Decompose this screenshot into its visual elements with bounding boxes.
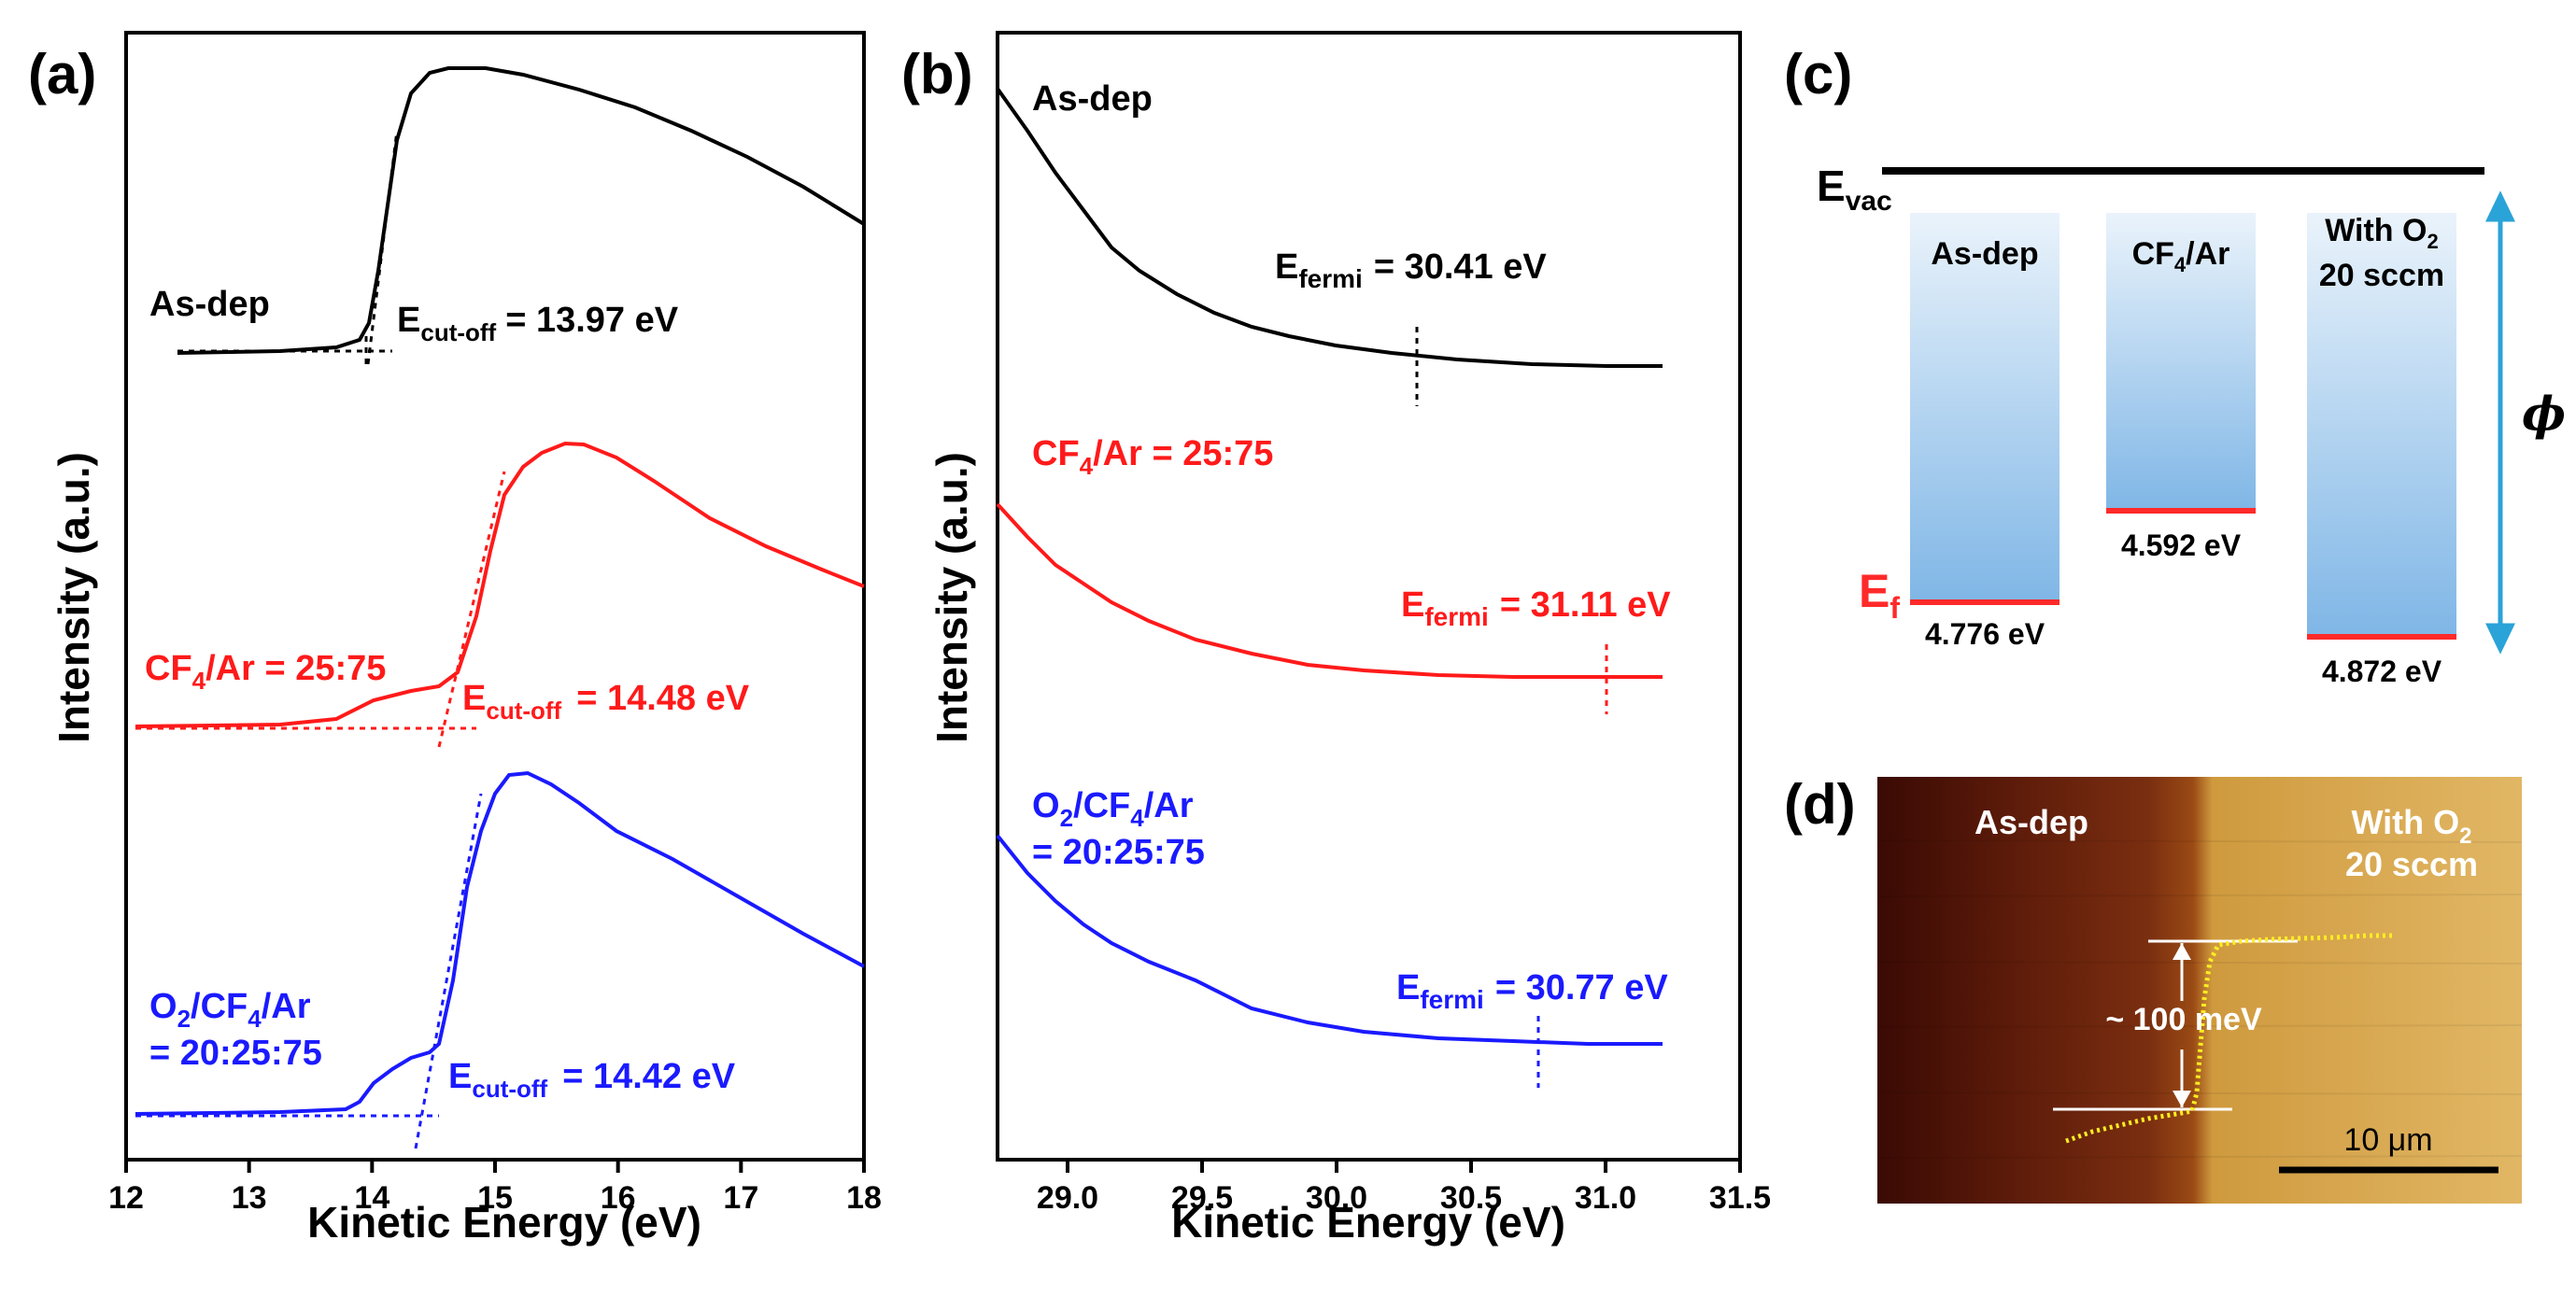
panel-b-label-asdep: As-dep — [1032, 79, 1153, 119]
panel-c-bar-cf4 — [2106, 213, 2256, 512]
panel-b-label-o2-line1: O2/CF4/Ar — [1032, 786, 1194, 832]
panel-b-fermi-asdep: Efermi = 30.41 eV — [1275, 247, 1547, 293]
panel-c-letter: (c) — [1784, 43, 1852, 106]
panel-d-right-label-line1: With O2 — [2351, 803, 2471, 849]
panel-b-curve-o2 — [996, 834, 1663, 1046]
panel-a-curve-cf4 — [134, 441, 865, 728]
panel-a-tick-label: 15 — [477, 1180, 513, 1216]
panel-d-letter: (d) — [1784, 773, 1856, 836]
panel-d-profile — [2065, 933, 2396, 1144]
panel-a-tick-label: 16 — [601, 1180, 636, 1216]
panel-d-afm-image — [1877, 777, 2522, 1204]
panel-b-tick-label: 30.5 — [1440, 1180, 1502, 1216]
panel-d-texture — [1876, 839, 2523, 1159]
panel-b-xticks: 29.0 29.5 30.0 30.5 31.0 31.5 — [1037, 1160, 1771, 1216]
panel-a-tick-label: 14 — [354, 1180, 389, 1216]
panel-a-cutoff-asdep: Ecut-off = 13.97 eV — [397, 301, 679, 346]
panel-a-cutoff-o2: Ecut-off = 14.42 eV — [448, 1057, 736, 1103]
panel-c-label-o2-line2: 20 sccm — [2319, 258, 2444, 293]
panel-b-label-o2-line2: = 20:25:75 — [1032, 833, 1205, 872]
panel-a-tick-label: 18 — [846, 1180, 882, 1216]
panel-c-value-o2: 4.872 eV — [2322, 655, 2442, 688]
panel-a-tick-label: 17 — [723, 1180, 758, 1216]
panel-b-tick-label: 29.5 — [1171, 1180, 1233, 1216]
panel-b-guides — [1415, 327, 1608, 1088]
panel-c-bar-o2 — [2307, 213, 2456, 638]
panel-c-evac-label: Evac — [1817, 162, 1892, 217]
panel-b-curve-asdep — [996, 87, 1663, 368]
panel-b-fermi-o2: Efermi = 30.77 eV — [1396, 968, 1668, 1014]
panel-a-xlabel: Kinetic Energy (eV) — [307, 1198, 701, 1247]
panel-a-xticks: 12 13 14 15 16 17 18 — [108, 1160, 882, 1216]
panel-a-letter: (a) — [28, 43, 96, 106]
panel-a-ylabel: Intensity (a.u.) — [50, 452, 98, 743]
panel-a-tick-label: 13 — [232, 1180, 267, 1216]
panel-c-ef-label: Ef — [1859, 565, 1900, 625]
panel-b-frame — [996, 31, 1742, 1162]
panel-a-guides — [135, 130, 506, 1149]
panel-b-ylabel: Intensity (a.u.) — [927, 452, 976, 743]
panel-d-right-label-line2: 20 sccm — [2345, 845, 2478, 883]
panel-c-phi-arrow — [2485, 190, 2515, 655]
panel-b-tick-label: 29.0 — [1037, 1180, 1098, 1216]
panel-b-label-cf4: CF4/Ar = 25:75 — [1032, 434, 1273, 480]
panel-b-xlabel: Kinetic Energy (eV) — [1171, 1198, 1565, 1247]
panel-c-value-asdep: 4.776 eV — [1925, 617, 2045, 651]
panel-a-label-cf4: CF4/Ar = 25:75 — [145, 649, 386, 695]
panel-b-tick-label: 31.5 — [1709, 1180, 1771, 1216]
panel-c-label-o2-line1: With O2 — [2325, 213, 2438, 253]
panel-a-curve-asdep — [177, 66, 866, 355]
panel-c-bar-asdep — [1910, 213, 2059, 603]
panel-d-step-label: ~ 100 meV — [2105, 1002, 2262, 1037]
panel-c-phi-label: ϕ — [2522, 386, 2566, 441]
panel-c-label-cf4: CF4/Ar — [2132, 236, 2230, 276]
panel-b-curve-cf4 — [996, 502, 1663, 679]
panel-d-step-arrows — [2173, 943, 2191, 1107]
panel-a-label-o2-line2: = 20:25:75 — [149, 1034, 322, 1073]
panel-c-label-asdep: As-dep — [1931, 236, 2038, 272]
panel-d-left-label: As-dep — [1974, 803, 2088, 841]
panel-a-curve-o2 — [134, 770, 865, 1116]
panel-d-scale-label: 10 μm — [2343, 1122, 2432, 1158]
panel-c-value-cf4: 4.592 eV — [2121, 528, 2242, 562]
panel-a-cutoff-cf4: Ecut-off = 14.48 eV — [462, 679, 750, 725]
panel-b-tick-label: 30.0 — [1306, 1180, 1367, 1216]
panel-a-label-asdep: As-dep — [149, 285, 270, 324]
panel-a-tick-label: 12 — [108, 1180, 144, 1216]
panel-b-fermi-cf4: Efermi = 31.11 eV — [1401, 585, 1671, 631]
panel-b-tick-label: 31.0 — [1575, 1180, 1636, 1216]
panel-b-letter: (b) — [901, 43, 973, 106]
panel-a-label-o2-line1: O2/CF4/Ar — [149, 987, 311, 1033]
